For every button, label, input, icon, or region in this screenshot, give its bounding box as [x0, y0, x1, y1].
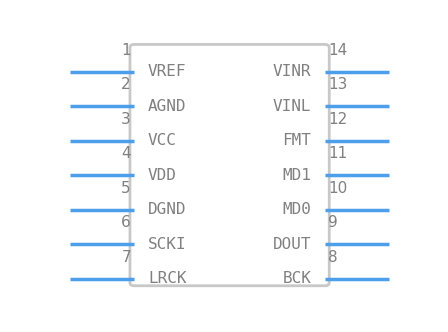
Text: 4: 4 [121, 146, 131, 161]
Text: VINR: VINR [273, 64, 311, 79]
Text: AGND: AGND [148, 99, 186, 114]
Text: 7: 7 [121, 250, 131, 265]
Text: VDD: VDD [148, 168, 177, 183]
Text: BCK: BCK [282, 271, 311, 287]
Text: MD0: MD0 [282, 202, 311, 217]
Text: VREF: VREF [148, 64, 186, 79]
FancyBboxPatch shape [130, 44, 329, 286]
Text: LRCK: LRCK [148, 271, 186, 287]
Text: 8: 8 [328, 250, 338, 265]
Text: 14: 14 [328, 43, 348, 58]
Text: 1: 1 [121, 43, 131, 58]
Text: 11: 11 [328, 146, 348, 161]
Text: 12: 12 [328, 112, 348, 127]
Text: 9: 9 [328, 215, 338, 230]
Text: 10: 10 [328, 181, 348, 196]
Text: SCKI: SCKI [148, 237, 186, 252]
Text: 3: 3 [121, 112, 131, 127]
Text: 2: 2 [121, 77, 131, 92]
Text: VINL: VINL [273, 99, 311, 114]
Text: 13: 13 [328, 77, 348, 92]
Text: VCC: VCC [148, 133, 177, 148]
Text: DOUT: DOUT [273, 237, 311, 252]
Text: FMT: FMT [282, 133, 311, 148]
Text: DGND: DGND [148, 202, 186, 217]
Text: 6: 6 [121, 215, 131, 230]
Text: 5: 5 [121, 181, 131, 196]
Text: MD1: MD1 [282, 168, 311, 183]
